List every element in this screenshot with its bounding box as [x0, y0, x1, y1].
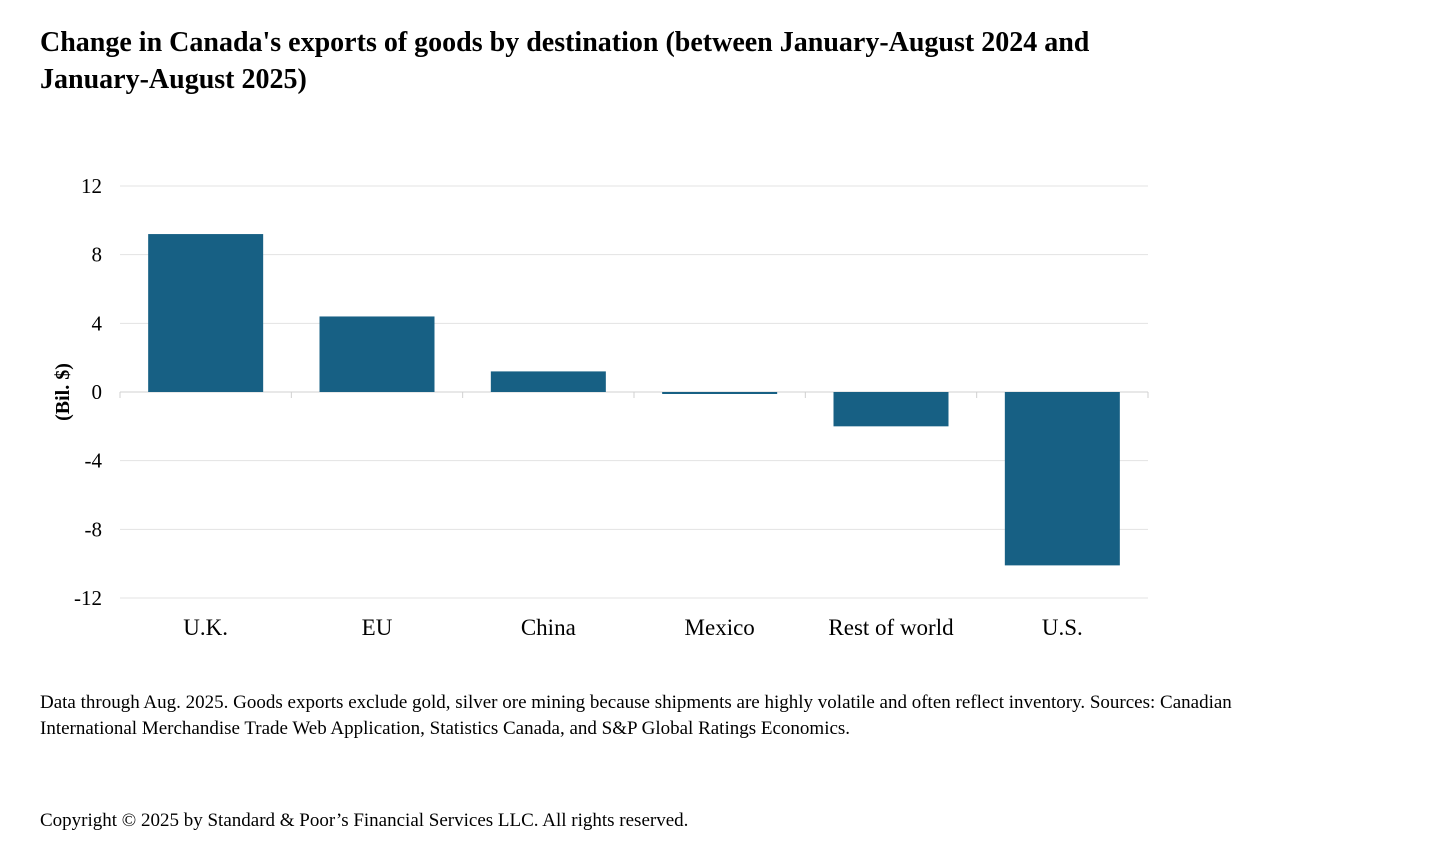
y-tick-label: -8: [85, 517, 103, 541]
bar-mexico: [662, 392, 778, 394]
x-tick-label: U.K.: [183, 615, 228, 640]
y-tick-label: 8: [92, 243, 103, 267]
copyright: Copyright © 2025 by Standard & Poor’s Fi…: [40, 810, 689, 831]
bar-eu: [319, 316, 435, 392]
bar-rest-of-world: [833, 392, 949, 427]
bar-u-s-: [1004, 392, 1120, 566]
bar-u-k-: [148, 234, 264, 392]
x-tick-label: China: [521, 615, 576, 640]
bar-chart: 12 8 4 0 -4 -8 -12 U.K. EU China Mexico Rest of wor…: [52, 174, 1149, 640]
x-tick-label: Rest of world: [828, 615, 954, 640]
y-tick-label: -4: [85, 449, 103, 473]
y-axis-label: (Bil. $): [52, 363, 74, 421]
y-tick-label: 12: [81, 174, 102, 198]
footnote: Data through Aug. 2025. Goods exports ex…: [40, 692, 1232, 739]
y-tick-label: -12: [74, 586, 102, 610]
y-tick-label: 0: [92, 380, 103, 404]
bar-china: [490, 371, 606, 392]
chart-title: Change in Canada's exports of goods by d…: [40, 27, 1090, 95]
x-tick-label: EU: [362, 615, 393, 640]
y-tick-label: 4: [92, 311, 103, 335]
x-tick-label: U.S.: [1042, 615, 1083, 640]
x-tick-label: Mexico: [685, 615, 755, 640]
